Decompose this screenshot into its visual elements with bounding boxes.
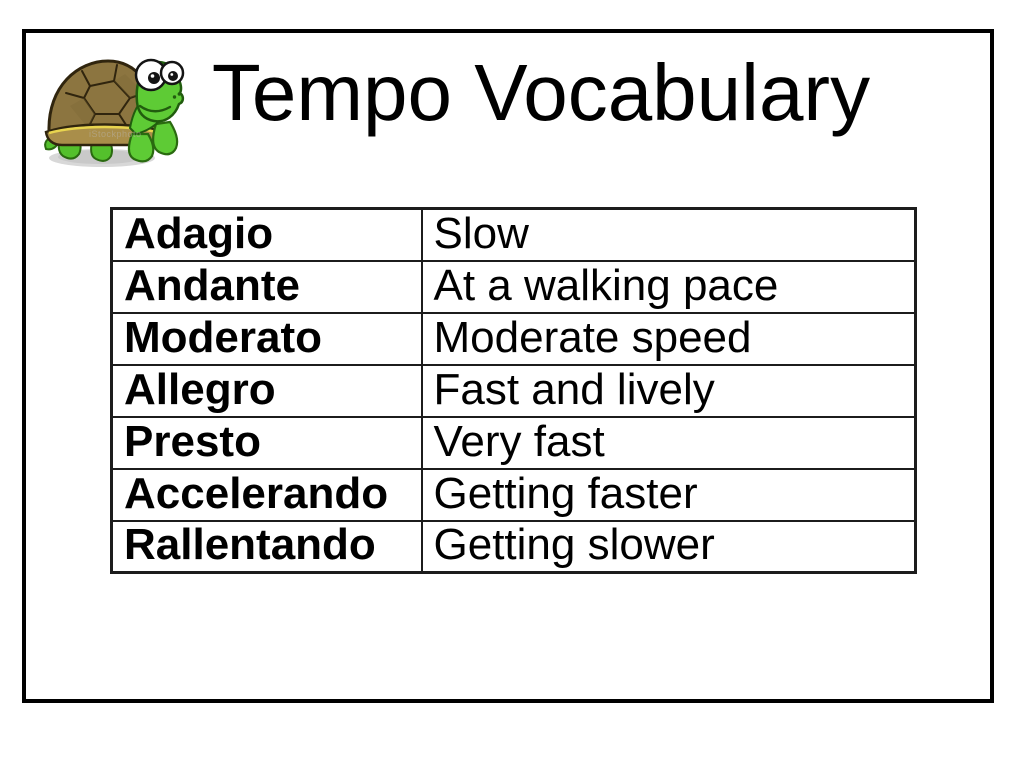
page-title: Tempo Vocabulary [211, 48, 871, 137]
term-cell: Presto [110, 415, 423, 470]
definition-cell: At a walking pace [420, 259, 917, 314]
table-row: Rallentando Getting slower [110, 519, 917, 574]
slide-frame: iStockphoto Tempo Vocabulary Adagio Slow… [22, 29, 994, 703]
term-cell: Rallentando [110, 519, 423, 574]
turtle-image: iStockphoto [40, 46, 185, 171]
turtle-nostril [177, 92, 181, 96]
turtle-leg [127, 132, 155, 163]
term-cell: Adagio [110, 207, 423, 262]
definition-cell: Slow [420, 207, 917, 262]
table-row: Adagio Slow [110, 207, 917, 262]
table-row: Andante At a walking pace [110, 259, 917, 314]
turtle-smile [138, 104, 172, 113]
definition-cell: Getting slower [420, 519, 917, 574]
definition-cell: Very fast [420, 415, 917, 470]
definition-cell: Moderate speed [420, 311, 917, 366]
table-row: Allegro Fast and lively [110, 363, 917, 418]
turtle-nostril [172, 95, 177, 99]
definition-cell: Fast and lively [420, 363, 917, 418]
term-cell: Moderato [110, 311, 423, 366]
table-row: Presto Very fast [110, 415, 917, 470]
table-row: Accelerando Getting faster [110, 467, 917, 522]
term-cell: Andante [110, 259, 423, 314]
turtle-leg [152, 120, 179, 156]
definition-cell: Getting faster [420, 467, 917, 522]
tempo-table: Adagio Slow Andante At a walking pace Mo… [110, 207, 917, 574]
term-cell: Accelerando [110, 467, 423, 522]
turtle-icon [44, 58, 185, 167]
term-cell: Allegro [110, 363, 423, 418]
table-row: Moderato Moderate speed [110, 311, 917, 366]
